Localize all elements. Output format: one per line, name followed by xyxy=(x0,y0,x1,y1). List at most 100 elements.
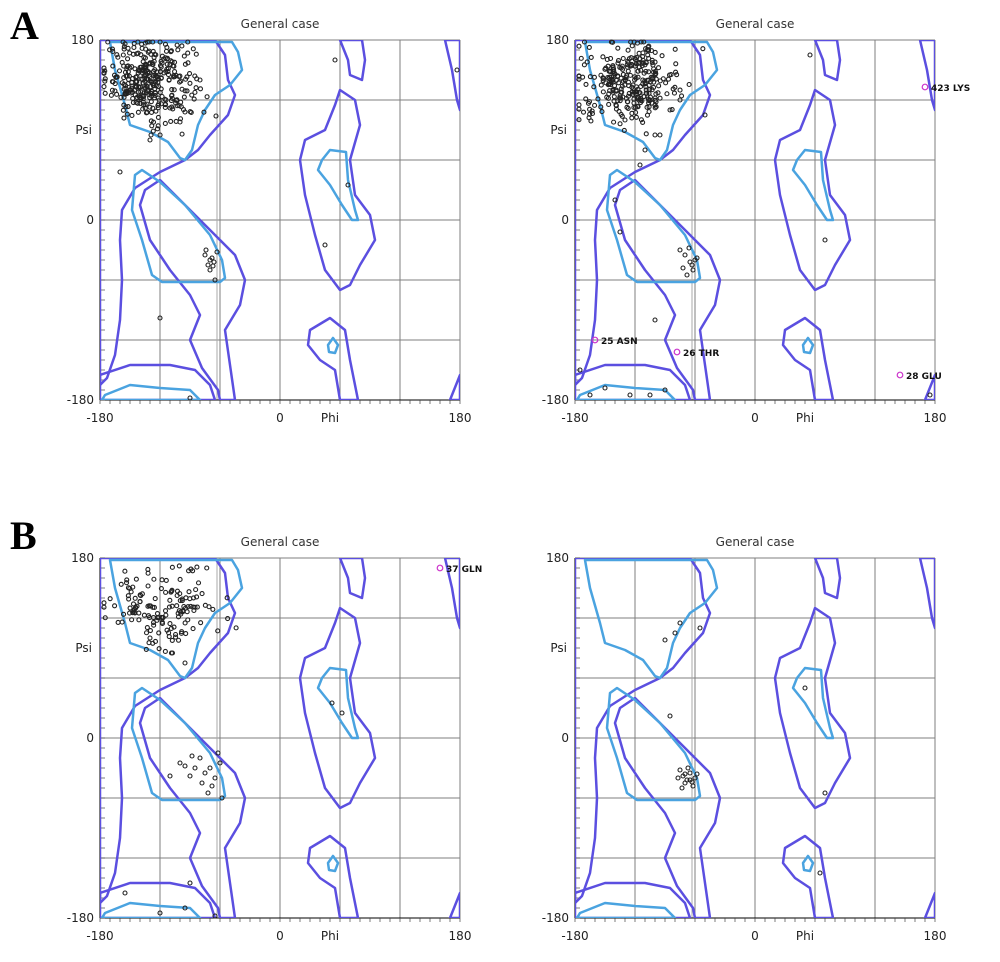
data-point xyxy=(680,265,686,271)
data-point xyxy=(147,137,153,143)
data-point xyxy=(587,392,593,398)
data-point xyxy=(165,66,171,72)
data-point xyxy=(611,119,617,125)
data-point xyxy=(629,89,635,95)
data-point xyxy=(190,46,196,52)
data-point xyxy=(673,69,679,75)
data-point xyxy=(174,42,180,48)
data-point xyxy=(153,90,159,96)
data-point xyxy=(622,82,628,88)
data-point xyxy=(193,85,199,91)
data-point xyxy=(633,109,639,116)
data-point xyxy=(186,568,192,574)
data-point xyxy=(665,76,672,82)
data-point xyxy=(162,41,169,47)
data-point xyxy=(159,614,165,620)
data-point xyxy=(682,252,688,258)
data-point xyxy=(652,70,658,76)
outlier-label: 26 THR xyxy=(683,349,719,359)
data-point xyxy=(125,593,131,599)
data-point xyxy=(186,70,193,77)
data-point xyxy=(641,93,647,100)
favoured-region-contour xyxy=(583,40,719,162)
data-point xyxy=(130,601,137,607)
data-point xyxy=(147,74,153,80)
data-point xyxy=(161,70,167,76)
data-point xyxy=(195,580,202,586)
data-point xyxy=(127,610,133,616)
data-point xyxy=(101,600,107,606)
data-point xyxy=(127,605,133,611)
data-point xyxy=(620,71,626,78)
data-point xyxy=(607,74,613,80)
data-point xyxy=(182,905,188,911)
data-point xyxy=(176,103,182,109)
data-point xyxy=(587,111,593,117)
data-point xyxy=(184,609,190,615)
allowed-region-contour xyxy=(448,373,460,400)
data-point xyxy=(224,595,230,601)
ramachandran-plot-b-right: General case -180 0 180 180 0 -180 Phi Psi xyxy=(542,535,947,943)
data-point xyxy=(624,99,630,105)
y-tick-label: 180 xyxy=(546,551,569,565)
data-point xyxy=(202,252,208,258)
data-point xyxy=(624,62,630,68)
data-point xyxy=(677,97,683,103)
data-point xyxy=(127,87,133,93)
data-point xyxy=(663,80,669,86)
y-tick-label: -180 xyxy=(67,393,94,407)
data-point xyxy=(647,79,653,85)
allowed-region-contour xyxy=(298,88,377,292)
allowed-region-contour xyxy=(338,40,367,82)
data-point xyxy=(140,96,146,102)
favoured-region-contour xyxy=(605,168,702,284)
data-point xyxy=(171,72,177,79)
data-point xyxy=(214,249,220,255)
data-point xyxy=(183,76,189,82)
data-point xyxy=(622,117,628,123)
data-point xyxy=(157,315,163,321)
allowed-region-contour xyxy=(918,558,935,630)
data-point xyxy=(130,51,136,57)
data-point xyxy=(118,581,124,587)
data-point xyxy=(640,119,646,125)
favoured-region-contour xyxy=(100,901,202,918)
data-point xyxy=(586,44,592,50)
data-point xyxy=(148,99,154,105)
data-point xyxy=(652,59,658,65)
data-point xyxy=(612,197,618,203)
favoured-region-contour xyxy=(801,854,815,873)
data-point xyxy=(163,97,169,103)
data-point xyxy=(591,84,597,90)
data-point xyxy=(166,77,172,83)
chart-title: General case xyxy=(241,535,320,549)
data-point xyxy=(610,77,616,83)
chart-title: General case xyxy=(716,535,795,549)
contours xyxy=(575,558,935,918)
data-point xyxy=(631,96,637,102)
data-point xyxy=(181,94,187,100)
data-point xyxy=(124,73,130,79)
data-point xyxy=(182,109,188,115)
data-point xyxy=(185,39,191,45)
data-point xyxy=(147,603,154,609)
data-point xyxy=(667,713,673,719)
data-point xyxy=(146,80,152,86)
y-axis-label: Psi xyxy=(550,641,567,655)
data-point xyxy=(192,604,198,610)
data-point xyxy=(657,95,663,101)
data-point xyxy=(141,90,147,96)
data-point xyxy=(697,625,703,631)
data-point xyxy=(655,90,661,96)
data-point xyxy=(692,775,698,781)
data-point xyxy=(197,86,204,92)
y-tick-label: 0 xyxy=(86,731,94,745)
data-point xyxy=(175,610,181,616)
data-point xyxy=(120,107,126,113)
favoured-region-contour xyxy=(791,148,835,222)
data-point xyxy=(180,609,186,615)
data-point xyxy=(107,596,113,602)
data-point xyxy=(141,65,147,71)
data-point xyxy=(159,620,165,627)
y-tick-label: -180 xyxy=(542,911,569,925)
